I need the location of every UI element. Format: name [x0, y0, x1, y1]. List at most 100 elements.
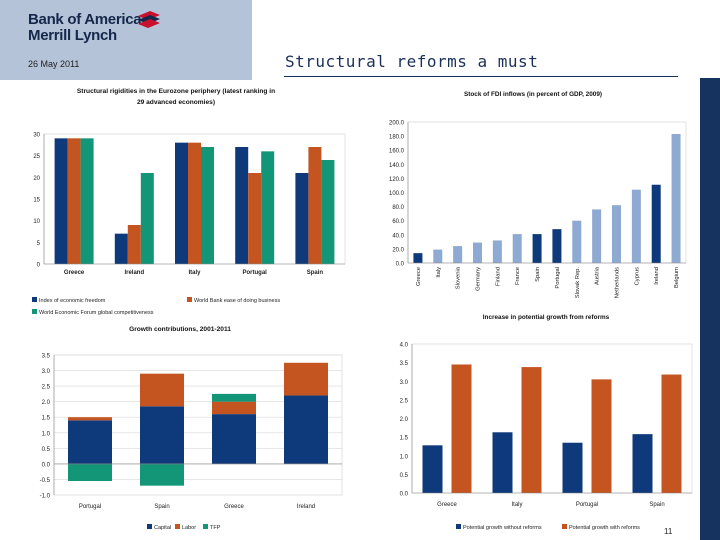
chart4-legend-label: Potential growth without reforms: [463, 525, 542, 531]
chart4-legend-swatch: [456, 524, 461, 529]
chart4-x-tick-label: Italy: [511, 502, 522, 508]
chart1-x-tick-label: Ireland: [124, 270, 144, 276]
chart3-bar-segment: [140, 463, 184, 486]
chart2-title: Stock of FDI inflows (in percent of GDP,…: [464, 91, 602, 98]
chart1-bar: [235, 147, 249, 264]
chart3-legend-swatch: [147, 524, 152, 529]
chart4-x-tick-label: Greece: [437, 502, 457, 508]
chart1-legend-label: World Bank ease of doing business: [194, 298, 280, 304]
chart2-bar: [433, 249, 443, 263]
chart1-x-tick-label: Portugal: [243, 270, 268, 276]
chart2-y-tick-label: 40.0: [392, 233, 404, 239]
chart1-y-tick-label: 5: [37, 241, 41, 247]
chart3-y-tick-label: 1.0: [42, 431, 51, 437]
chart2-bar: [413, 253, 423, 263]
chart4-x-tick-label: Portugal: [576, 502, 598, 508]
chart2-x-tick-label: Spain: [535, 267, 541, 282]
chart1-bar: [321, 160, 335, 264]
chart3-title: Growth contributions, 2001-2011: [129, 326, 231, 333]
chart4-y-tick-label: 1.0: [400, 454, 409, 460]
brand-header: [0, 0, 252, 80]
chart3-y-tick-label: 0.5: [42, 447, 51, 453]
chart2-x-tick-label: Germany: [476, 267, 482, 291]
chart2-x-tick-label: Netherlands: [615, 267, 621, 298]
chart4-bar: [591, 379, 612, 493]
chart2-bar: [572, 220, 582, 263]
chart1-bar: [54, 138, 68, 264]
chart3-bar-segment: [284, 362, 328, 396]
chart4-y-tick-label: 0.5: [400, 473, 409, 479]
chart1-legend-swatch: [187, 297, 192, 302]
chart1-bar: [67, 138, 81, 264]
chart1-bar: [308, 147, 322, 264]
chart3-bar-segment: [140, 406, 184, 464]
chart1-bar: [80, 138, 94, 264]
chart2-x-tick-label: Belgium: [674, 267, 680, 288]
chart1-bar: [261, 151, 275, 264]
brand-name-line1: Bank of America: [28, 11, 142, 28]
chart4-bar: [562, 442, 583, 493]
chart3-y-tick-label: 0.0: [42, 462, 51, 468]
chart4-y-tick-label: 4.0: [400, 343, 409, 349]
slide-title: Structural reforms a must: [285, 52, 539, 71]
chart1-legend-swatch: [32, 309, 37, 314]
chart1-y-tick-label: 10: [33, 219, 40, 225]
chart1-legend-swatch: [32, 297, 37, 302]
chart3-y-tick-label: 3.5: [42, 354, 51, 360]
chart4-y-tick-label: 2.0: [400, 417, 409, 423]
chart2-plot-frame: [407, 121, 687, 264]
chart4-legend-swatch: [562, 524, 567, 529]
chart1-legend-label: Index of economic freedom: [39, 298, 106, 304]
chart3-bar-segment: [284, 395, 328, 464]
chart4-bar: [451, 364, 472, 493]
chart2-y-tick-label: 120.0: [389, 177, 405, 183]
chart3-x-tick-label: Ireland: [297, 504, 315, 510]
chart3-bar-segment: [68, 463, 112, 481]
chart2-x-tick-label: Greece: [416, 267, 422, 286]
chart4-bar: [632, 434, 653, 493]
chart2-x-tick-label: France: [515, 267, 521, 285]
chart4-y-tick-label: 3.0: [400, 380, 409, 386]
chart2-bar: [512, 234, 522, 263]
chart2-x-tick-label: Finland: [495, 267, 501, 286]
chart3-bar-segment: [68, 420, 112, 464]
chart3-bar-segment: [140, 373, 184, 407]
chart4-y-tick-label: 0.0: [400, 492, 409, 498]
chart3-legend-label: Capital: [154, 525, 171, 531]
chart2-bar: [532, 234, 542, 263]
chart2-bar: [473, 242, 482, 263]
chart1-bar: [188, 142, 201, 264]
chart3-bar-segment: [212, 414, 256, 464]
chart2-x-tick-label: Cyprus: [634, 267, 640, 285]
chart1-bar: [295, 173, 309, 264]
brand-logo-text: Bank of America Merrill Lynch: [28, 11, 142, 44]
chart1-bar: [175, 142, 188, 264]
chart2-y-tick-label: 180.0: [389, 135, 405, 141]
right-accent-strip: [700, 78, 720, 540]
chart3-bar-segment: [68, 417, 112, 421]
chart2-y-tick-label: 20.0: [392, 247, 404, 253]
chart3-y-tick-label: 2.5: [42, 385, 51, 391]
chart3-y-tick-label: 1.5: [42, 416, 51, 422]
chart1-legend-label: World Economic Forum global competitiven…: [39, 310, 154, 316]
report-date: 26 May 2011: [28, 59, 80, 69]
chart1-title-line2: 29 advanced economies): [137, 99, 215, 106]
chart4-bar: [661, 374, 682, 493]
chart2-x-tick-label: Portugal: [555, 267, 561, 289]
chart2-bar: [492, 240, 502, 263]
chart2-y-tick-label: 80.0: [392, 205, 404, 211]
chart2-bar: [612, 205, 621, 263]
chart2-x-tick-label: Slovenia: [456, 266, 462, 289]
chart3-x-tick-label: Portugal: [79, 504, 101, 510]
chart2-x-tick-label: Italy: [436, 267, 442, 278]
chart4-y-tick-label: 1.5: [400, 436, 409, 442]
chart3-bar-segment: [212, 393, 256, 402]
chart1-title-line1: Structural rigidities in the Eurozone pe…: [77, 88, 275, 95]
page-number: 11: [664, 527, 673, 536]
chart1-y-tick-label: 0: [37, 263, 41, 269]
chart3-y-tick-label: -1.0: [40, 494, 51, 500]
chart2-y-tick-label: 160.0: [389, 149, 405, 155]
chart3-legend-swatch: [203, 524, 208, 529]
chart2-bar: [671, 133, 681, 263]
